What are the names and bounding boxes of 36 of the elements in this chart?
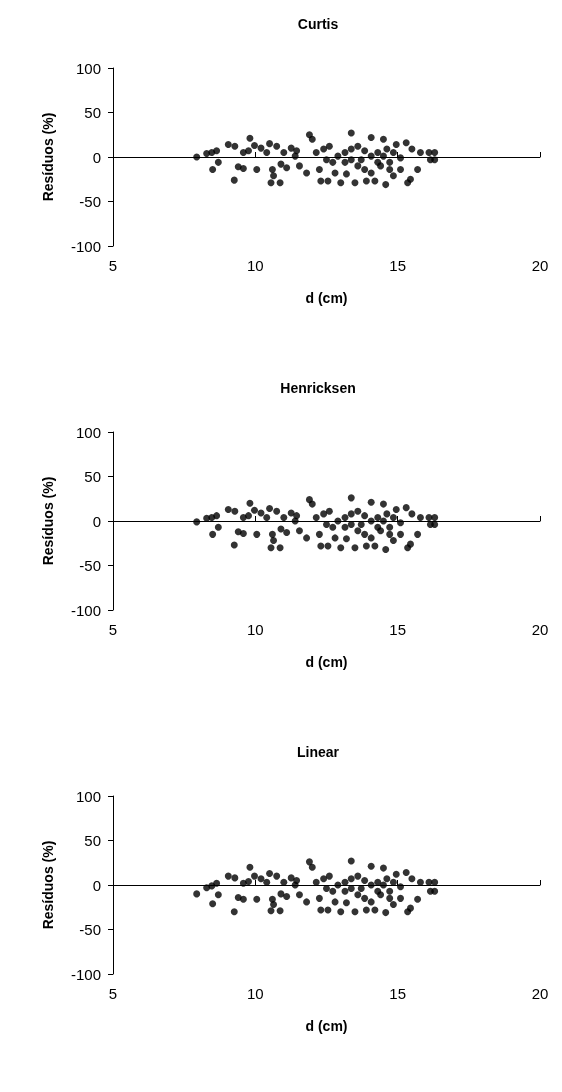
y-tick-label: -100 bbox=[70, 237, 101, 255]
y-tick-label: 100 bbox=[75, 423, 101, 441]
chart-title: Henricksen bbox=[280, 380, 356, 396]
y-tick-label: 0 bbox=[92, 876, 101, 894]
x-axis-title: d (cm) bbox=[305, 654, 348, 670]
x-tick-label: 5 bbox=[108, 985, 118, 1002]
x-tick-label: 15 bbox=[389, 985, 407, 1002]
x-tick-label: 5 bbox=[108, 257, 118, 274]
chart-title: Linear bbox=[296, 744, 340, 760]
y-tick-label: 100 bbox=[75, 787, 101, 805]
y-tick-label: -50 bbox=[79, 193, 101, 210]
y-tick-label: 100 bbox=[75, 59, 101, 77]
x-tick-label: 15 bbox=[389, 621, 407, 638]
x-tick-label: 10 bbox=[246, 621, 264, 638]
y-tick-label: -50 bbox=[79, 921, 101, 938]
x-tick-label: 10 bbox=[246, 257, 264, 274]
y-tick-label: -50 bbox=[79, 557, 101, 574]
x-tick-label: 20 bbox=[531, 621, 549, 638]
x-tick-label: 5 bbox=[108, 621, 118, 638]
x-tick-label: 10 bbox=[246, 985, 264, 1002]
y-tick-label: 0 bbox=[92, 512, 101, 530]
y-tick-label: 50 bbox=[84, 468, 101, 485]
x-axis-title: d (cm) bbox=[305, 290, 348, 306]
x-tick-label: 20 bbox=[531, 257, 549, 274]
y-tick-label: 50 bbox=[84, 104, 101, 121]
y-axis-title: Resíduos (%) bbox=[40, 840, 56, 930]
x-axis-title: d (cm) bbox=[305, 1018, 348, 1034]
y-tick-label: 0 bbox=[92, 148, 101, 166]
y-axis-title: Resíduos (%) bbox=[40, 112, 56, 202]
y-axis-title: Resíduos (%) bbox=[40, 476, 56, 566]
x-tick-label: 15 bbox=[389, 257, 407, 274]
x-tick-label: 20 bbox=[531, 985, 549, 1002]
y-tick-label: 50 bbox=[84, 832, 101, 849]
y-tick-label: -100 bbox=[70, 965, 101, 983]
chart-title: Curtis bbox=[297, 16, 339, 32]
y-tick-label: -100 bbox=[70, 601, 101, 619]
